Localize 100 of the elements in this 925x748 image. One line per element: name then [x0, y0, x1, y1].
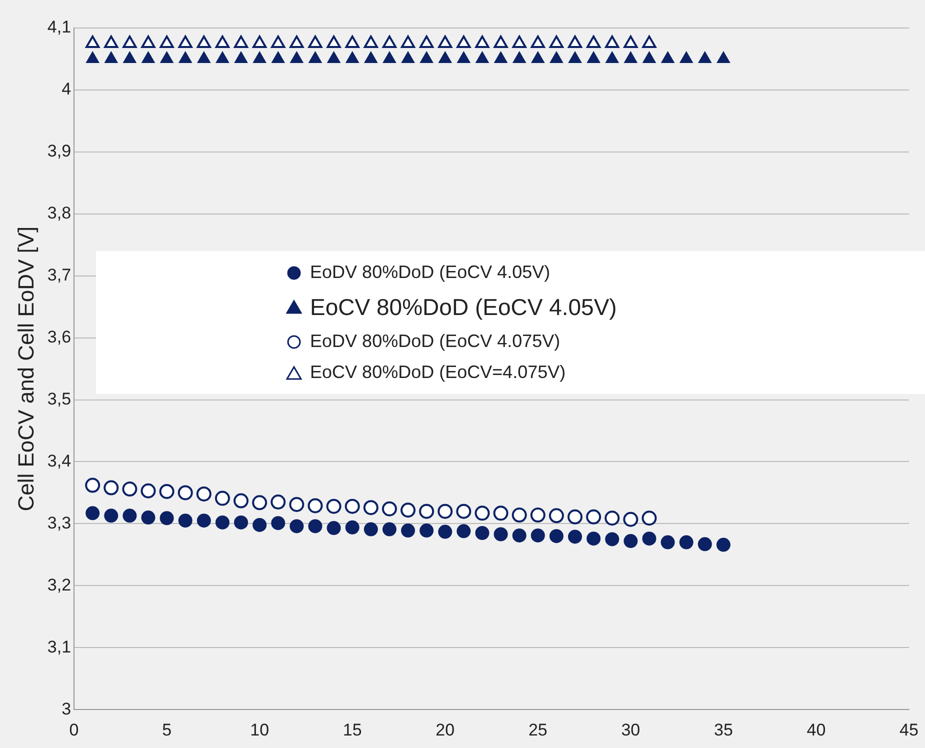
point — [530, 35, 545, 48]
point — [122, 35, 137, 48]
y-tick-label: 3,3 — [47, 513, 72, 532]
legend-label: EoCV 80%DoD (EoCV 4.05V) — [310, 293, 617, 322]
point — [605, 35, 620, 48]
y-tick-label: 3,2 — [47, 575, 72, 594]
point — [289, 497, 304, 512]
point — [419, 504, 434, 519]
point — [420, 524, 434, 538]
point — [382, 522, 396, 536]
point — [438, 51, 452, 63]
point — [401, 524, 416, 538]
point — [438, 504, 453, 519]
point — [698, 51, 712, 63]
x-tick-label: 15 — [342, 720, 362, 740]
point — [624, 534, 638, 548]
legend-label: EoDV 80%DoD (EoCV 4.075V) — [310, 330, 560, 353]
point — [420, 35, 434, 48]
point — [160, 35, 174, 48]
x-tick-label: 0 — [69, 720, 79, 740]
point — [642, 532, 656, 546]
legend-label: EoCV 80%DoD (EoCV=4.075V) — [310, 361, 566, 384]
x-tick-label: 20 — [436, 720, 455, 740]
point — [216, 51, 230, 63]
point — [642, 51, 656, 63]
point — [494, 527, 508, 542]
point — [475, 35, 490, 48]
point — [327, 51, 340, 63]
point — [474, 506, 490, 521]
point — [457, 51, 470, 63]
y-tick-label: 4,1 — [47, 18, 72, 37]
point — [234, 493, 249, 508]
point — [420, 51, 434, 63]
point — [86, 51, 100, 63]
point — [605, 532, 620, 546]
point — [159, 484, 174, 499]
point — [214, 490, 230, 506]
point — [345, 520, 360, 534]
point — [290, 51, 304, 63]
point — [271, 35, 286, 48]
point — [400, 502, 416, 518]
point — [272, 51, 285, 63]
point — [326, 498, 342, 514]
x-tick-label: 45 — [900, 720, 918, 740]
point — [438, 35, 452, 48]
point — [253, 51, 266, 63]
y-tick-label: 3,5 — [47, 389, 72, 408]
point — [568, 35, 582, 48]
point — [123, 51, 136, 63]
point — [382, 51, 396, 63]
point — [178, 35, 192, 48]
point — [160, 511, 174, 526]
point — [400, 35, 416, 48]
point — [401, 51, 415, 63]
point — [512, 51, 526, 63]
legend-label: EoDV 80%DoD (EoCV 4.05V) — [310, 261, 550, 284]
point — [104, 508, 118, 523]
point — [624, 35, 638, 48]
point — [382, 501, 397, 516]
point — [475, 526, 490, 540]
point — [548, 508, 564, 524]
point — [140, 483, 156, 498]
point — [142, 51, 155, 63]
point — [86, 35, 100, 48]
y-tick-label: 3,7 — [47, 266, 72, 285]
x-tick-label: 40 — [806, 720, 826, 740]
point — [364, 522, 378, 536]
x-tick-label: 35 — [714, 720, 733, 740]
point — [660, 535, 675, 550]
x-tick-label: 10 — [250, 720, 270, 740]
point — [290, 35, 304, 48]
point — [382, 35, 397, 48]
point — [86, 506, 100, 520]
point — [104, 35, 118, 48]
point — [196, 514, 211, 528]
point — [344, 498, 360, 514]
point — [624, 51, 638, 63]
point — [197, 51, 210, 63]
y-axis-title: Cell EoCV and Cell EoDV [V] — [13, 226, 38, 512]
point — [196, 35, 211, 48]
point — [586, 532, 601, 546]
point — [549, 529, 564, 544]
point — [550, 51, 564, 63]
point — [252, 518, 267, 532]
point — [586, 35, 601, 48]
point — [494, 51, 508, 63]
point — [215, 35, 230, 48]
point — [234, 51, 248, 63]
point — [104, 51, 118, 63]
point — [493, 506, 508, 521]
y-tick-label: 3 — [62, 699, 72, 718]
point — [122, 508, 137, 523]
point — [215, 515, 230, 530]
y-tick-label: 4 — [62, 80, 72, 99]
point — [716, 51, 730, 63]
point — [531, 51, 544, 63]
y-tick-label: 3,8 — [47, 204, 72, 223]
point — [604, 510, 620, 526]
point — [85, 478, 100, 493]
point — [698, 537, 712, 552]
